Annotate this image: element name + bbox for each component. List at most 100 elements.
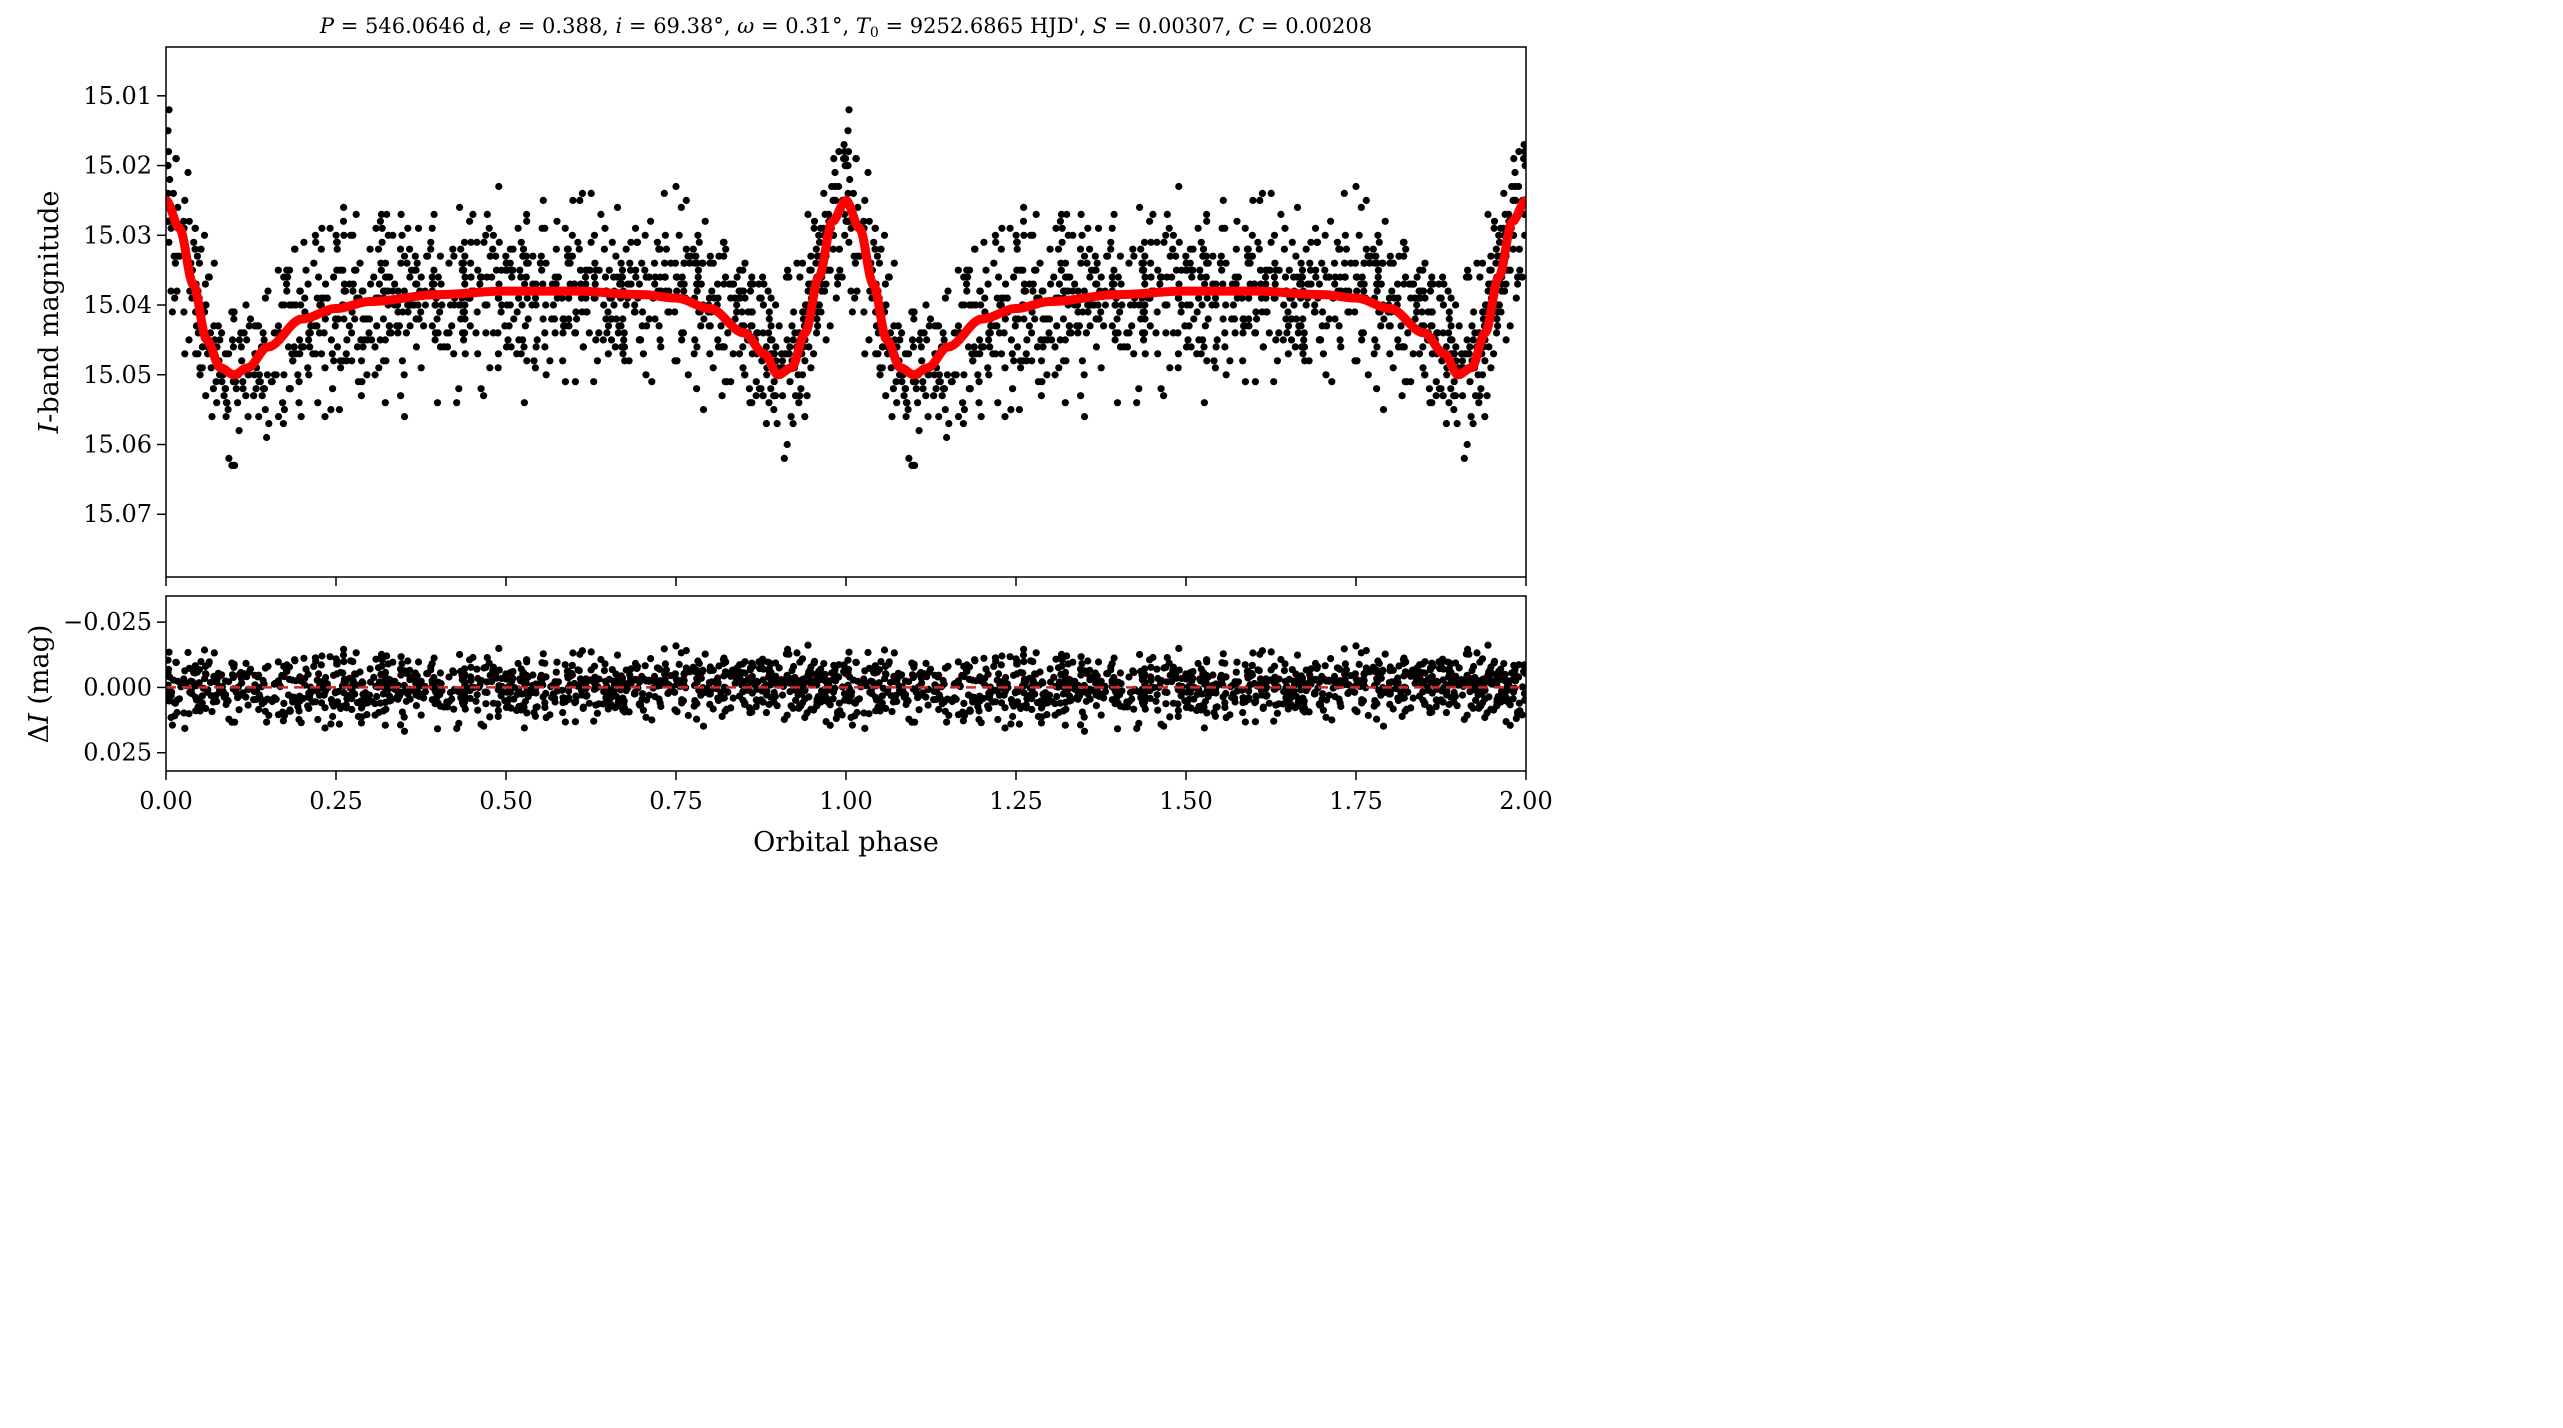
data-point [213, 399, 221, 407]
data-point [417, 364, 425, 372]
residual-point [1318, 672, 1326, 681]
data-point [365, 329, 373, 337]
data-point [1515, 182, 1523, 191]
data-point [242, 301, 250, 309]
residual-point [622, 687, 630, 695]
y-tick-label: 15.01 [83, 82, 152, 110]
data-point [1514, 280, 1522, 288]
data-point [467, 273, 475, 281]
data-point [1419, 343, 1427, 351]
data-point [1010, 357, 1018, 365]
data-point [1360, 287, 1368, 295]
data-point [1337, 343, 1345, 351]
residual-point [373, 692, 381, 701]
data-point [1250, 280, 1258, 288]
data-point [1267, 189, 1275, 197]
data-point [1427, 322, 1435, 330]
data-point [693, 385, 701, 393]
data-point [1197, 273, 1205, 281]
data-point [647, 217, 655, 225]
data-point [590, 231, 599, 239]
residual-point [1212, 689, 1220, 697]
data-point [950, 329, 958, 337]
data-point [1442, 420, 1450, 428]
residual-point [381, 674, 390, 682]
data-point [741, 259, 749, 267]
residual-point [693, 700, 701, 708]
data-point [379, 315, 387, 323]
data-point [722, 245, 730, 253]
data-point [1108, 273, 1116, 281]
data-point [1281, 224, 1289, 232]
data-point [250, 371, 258, 379]
data-point [878, 364, 886, 372]
residual-point [1019, 651, 1028, 659]
residual-point [979, 694, 988, 703]
data-point [255, 378, 263, 386]
data-point [201, 280, 209, 288]
data-point [1311, 224, 1320, 232]
data-point [1063, 210, 1071, 218]
data-point [925, 322, 933, 330]
data-point [1347, 259, 1355, 267]
data-point [363, 371, 371, 379]
residual-point [940, 698, 949, 706]
data-point [1413, 301, 1421, 309]
residual-point [1277, 655, 1285, 664]
residual-point [793, 680, 801, 688]
data-point [333, 245, 341, 253]
data-point [661, 259, 669, 267]
data-point [244, 413, 252, 421]
data-point [1495, 238, 1504, 246]
residual-point [1355, 660, 1363, 669]
data-point [1342, 245, 1350, 253]
residual-point [844, 665, 853, 673]
data-point [1262, 266, 1270, 274]
data-point [1360, 280, 1368, 288]
data-point [1233, 294, 1241, 302]
data-point [954, 413, 963, 421]
residual-point [1463, 671, 1471, 680]
data-point [1298, 266, 1307, 274]
data-point [1421, 259, 1429, 267]
data-point [1394, 280, 1402, 288]
data-point [1048, 336, 1056, 344]
data-point [1469, 336, 1477, 344]
residual-point [400, 727, 409, 735]
data-point [861, 196, 869, 204]
residual-point [1087, 686, 1095, 695]
residual-point [661, 676, 669, 684]
data-point [1353, 273, 1361, 281]
data-point [671, 357, 679, 365]
residual-point [757, 696, 765, 704]
data-point [456, 203, 464, 211]
data-point [375, 280, 383, 288]
data-point [947, 378, 956, 386]
residual-point [1141, 678, 1149, 687]
residual-point [553, 658, 561, 666]
residual-point [841, 696, 849, 704]
data-point [1310, 308, 1318, 316]
data-point [770, 378, 778, 386]
residual-point [984, 702, 992, 710]
residual-point [1421, 699, 1429, 707]
data-point [1037, 357, 1046, 365]
data-point [1020, 203, 1028, 211]
data-point [474, 266, 482, 274]
data-point [760, 280, 768, 288]
residual-point [1241, 718, 1249, 726]
data-point [195, 259, 203, 267]
data-point [349, 231, 357, 239]
data-point [673, 273, 681, 281]
data-point [1028, 329, 1036, 337]
data-point [1241, 224, 1249, 232]
data-point [1275, 329, 1283, 337]
data-point [930, 392, 938, 400]
data-point [1120, 343, 1128, 351]
residual-point [1432, 703, 1440, 711]
data-point [1248, 231, 1256, 239]
data-point [1158, 273, 1166, 281]
data-point [1481, 413, 1489, 421]
data-point [1420, 322, 1428, 330]
residual-point [651, 678, 659, 686]
